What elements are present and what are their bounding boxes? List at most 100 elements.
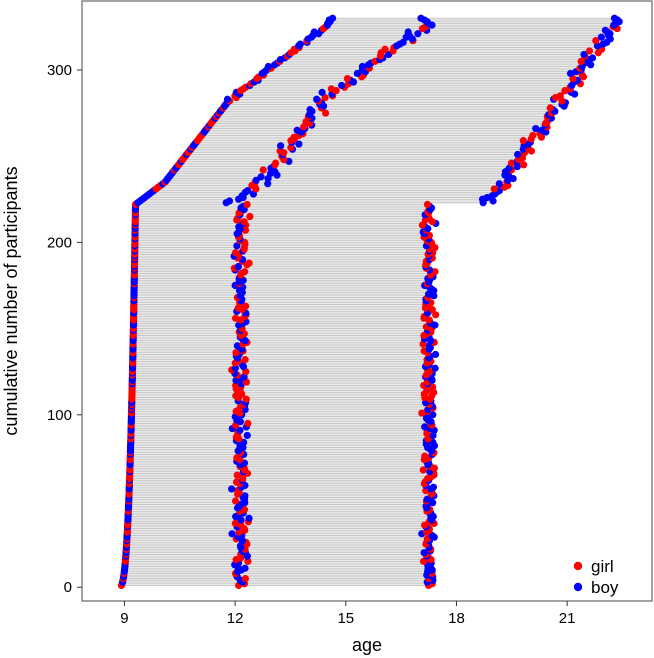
point-girl	[241, 574, 250, 583]
point-girl	[327, 85, 335, 93]
point-boy	[514, 150, 522, 159]
x-tick-label: 18	[448, 610, 465, 627]
point-girl	[419, 466, 427, 474]
point-girl	[343, 74, 352, 83]
point-girl	[231, 314, 240, 322]
x-tick-label: 12	[227, 610, 244, 627]
legend-label-boy: boy	[591, 578, 619, 597]
point-girl	[242, 395, 250, 403]
point-girl	[243, 200, 251, 209]
point-girl	[507, 159, 516, 167]
point-boy	[404, 28, 412, 36]
x-tick-label: 21	[559, 610, 576, 627]
plot-frame	[81, 0, 653, 602]
point-girl	[233, 471, 241, 479]
y-tick-label: 300	[47, 62, 72, 79]
y-axis: 0 100 200 300	[47, 62, 82, 596]
point-girl	[577, 57, 585, 65]
legend: girl boy	[573, 557, 619, 597]
point-girl	[237, 521, 245, 529]
point-girl	[232, 249, 240, 257]
point-boy	[257, 173, 265, 181]
point-boy	[264, 180, 272, 188]
point-boy	[243, 431, 251, 440]
point-girl	[546, 104, 554, 112]
point-boy	[588, 54, 597, 62]
point-girl	[321, 109, 330, 117]
point-girl	[245, 259, 253, 267]
point-boy	[538, 126, 546, 134]
point-girl	[241, 356, 249, 364]
point-boy	[532, 124, 540, 133]
point-girl	[231, 497, 240, 505]
point-girl	[556, 92, 564, 100]
point-boy	[233, 342, 242, 350]
point-girl	[381, 45, 389, 53]
point-boy	[421, 423, 429, 431]
point-boy	[513, 162, 521, 171]
point-boy	[310, 28, 318, 36]
point-boy	[296, 40, 304, 48]
point-girl	[232, 478, 241, 486]
point-boy	[236, 426, 244, 434]
point-boy	[610, 14, 619, 22]
point-girl	[585, 47, 594, 55]
point-girl	[232, 349, 240, 357]
point-boy	[306, 106, 314, 114]
x-axis: 9 12 15 18 21	[120, 601, 575, 627]
y-tick-label: 100	[47, 407, 72, 424]
point-boy	[295, 140, 303, 148]
point-boy	[423, 412, 431, 421]
x-axis-title: age	[352, 635, 382, 655]
point-girl	[490, 185, 498, 193]
point-boy	[580, 50, 588, 59]
legend-label-girl: girl	[591, 557, 614, 576]
point-boy	[243, 187, 252, 195]
point-girl	[519, 137, 527, 145]
point-boy	[431, 364, 439, 372]
x-tick-label: 15	[337, 610, 354, 627]
legend-marker-girl	[573, 561, 583, 571]
point-girl	[246, 212, 254, 221]
point-boy	[358, 62, 367, 71]
point-boy	[231, 364, 240, 372]
point-boy	[429, 411, 437, 419]
point-girl	[592, 37, 600, 45]
point-girl	[431, 268, 439, 276]
legend-marker-boy	[573, 582, 583, 592]
point-girl	[432, 311, 440, 319]
y-axis-title: cumulative number of participants	[1, 166, 21, 435]
point-boy	[420, 549, 428, 557]
point-girl	[520, 161, 528, 169]
point-boy	[264, 62, 272, 71]
point-girl	[418, 409, 426, 417]
point-boy	[313, 95, 321, 103]
point-boy	[241, 564, 249, 572]
point-girl	[428, 306, 436, 314]
point-girl	[421, 452, 429, 460]
point-girl	[231, 519, 240, 528]
point-girl	[232, 381, 240, 390]
point-boy	[328, 14, 337, 22]
data-points	[117, 14, 623, 590]
y-tick-label: 200	[47, 234, 72, 251]
point-girl	[240, 268, 249, 276]
point-girl	[272, 159, 280, 167]
point-boy	[338, 81, 346, 90]
point-boy	[417, 14, 425, 22]
point-boy	[601, 26, 609, 34]
participant-segments	[121, 17, 620, 587]
point-girl	[240, 218, 248, 226]
point-girl	[240, 506, 249, 514]
point-girl	[423, 200, 432, 209]
x-tick-label: 9	[120, 610, 128, 627]
point-boy	[566, 69, 575, 78]
y-tick-label: 0	[64, 579, 72, 596]
point-girl	[419, 557, 428, 565]
point-boy	[234, 262, 242, 271]
point-boy	[431, 350, 440, 359]
point-boy	[293, 126, 301, 134]
point-boy	[228, 530, 236, 538]
point-boy	[597, 33, 605, 41]
